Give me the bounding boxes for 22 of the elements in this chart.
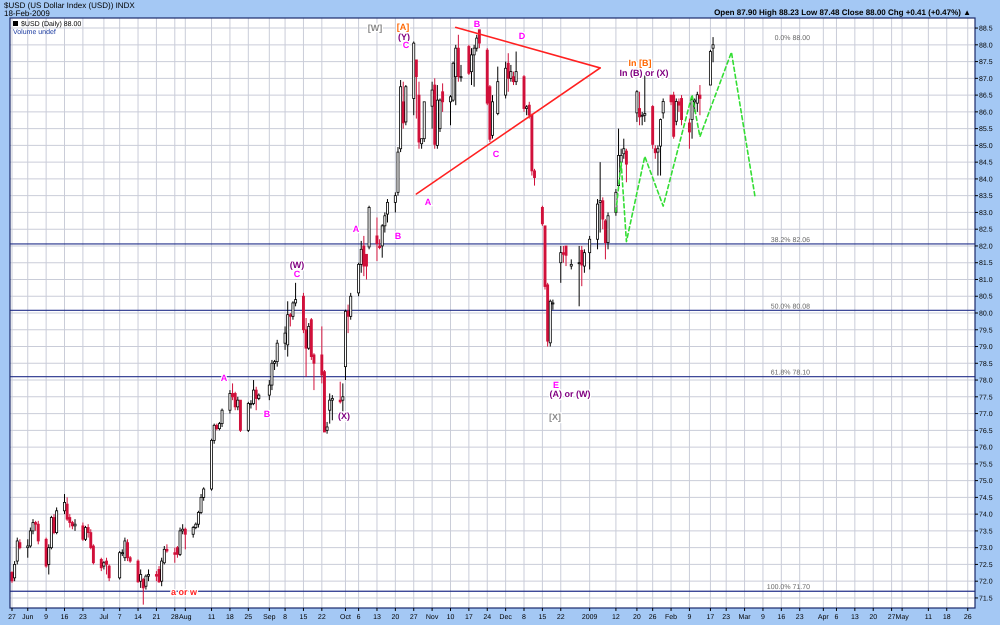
annotation: In (B) or (X) [620, 68, 668, 78]
annotation: [W] [368, 23, 382, 33]
text: Open 87.90 High 88.23 Low 87.48 Close 88.00 Chg +0.41 (+0.47%) ▲ [714, 8, 971, 17]
annotation: [A] [396, 22, 410, 32]
annotation: In [B] [628, 58, 652, 68]
annotation: C [402, 40, 410, 50]
annotation: C [294, 269, 301, 279]
annotation: A [352, 224, 360, 234]
annotation: [X] [549, 412, 561, 422]
annotation: E [552, 380, 560, 390]
annotation: B [394, 231, 402, 241]
annotation: A [424, 197, 432, 207]
annotation: (X) [338, 411, 350, 421]
chart-title: $USD (US Dollar Index (USD)) INDX [4, 1, 136, 10]
annotation: (W) [290, 260, 304, 270]
annotation: (A) or (W) [550, 389, 590, 399]
chart-subtitle: 18-Feb-2009 [4, 9, 50, 18]
annotation: B [264, 409, 271, 419]
annotation: D [518, 31, 526, 41]
annotation: B [474, 19, 481, 29]
annotation: C [492, 149, 500, 159]
annotation: (Y) [398, 32, 410, 42]
